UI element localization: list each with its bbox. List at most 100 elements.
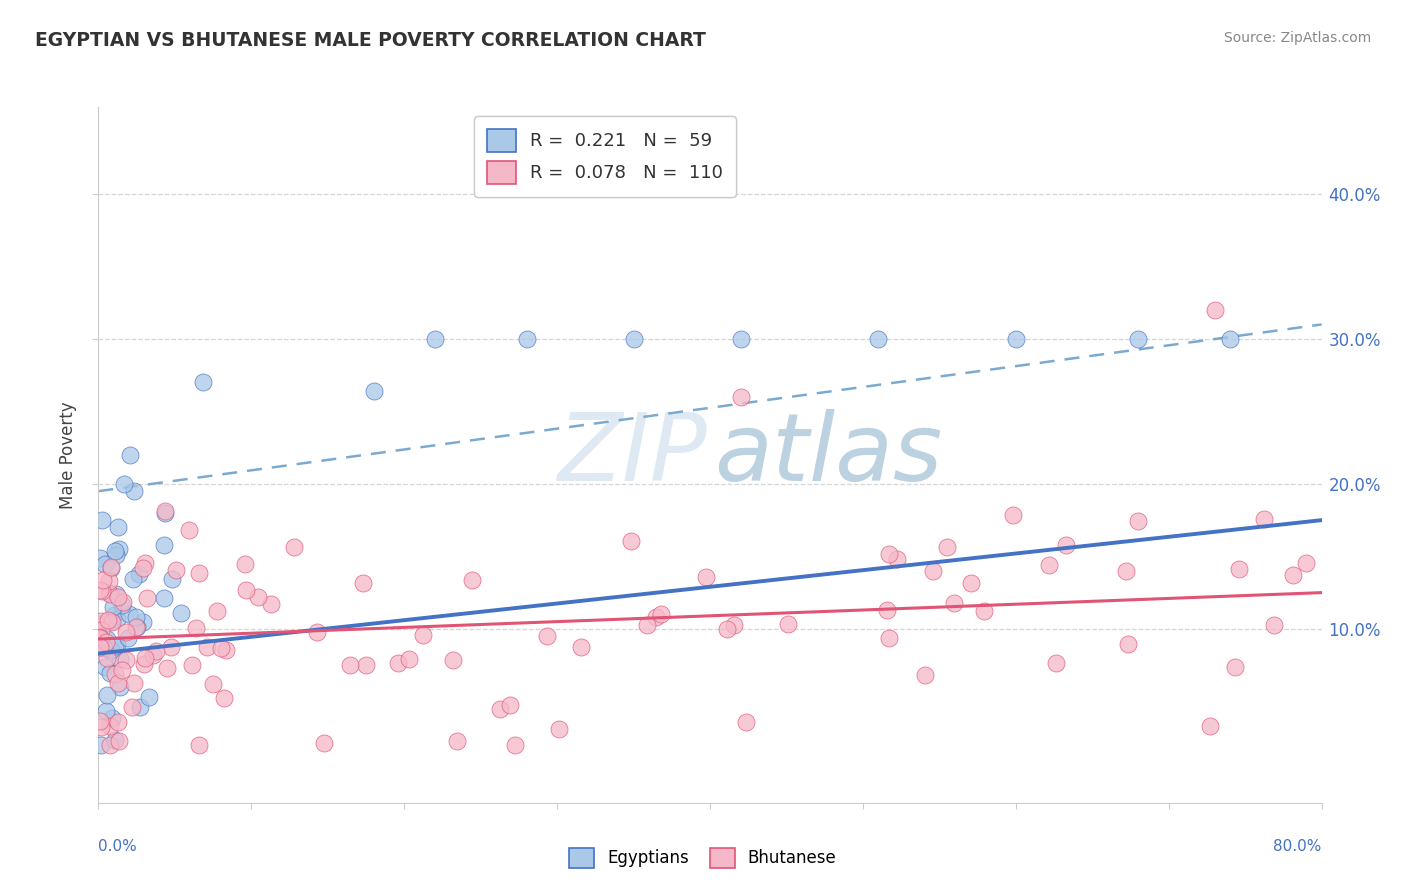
Point xyxy=(209,640,232,655)
Point xyxy=(104,549,127,563)
Point xyxy=(125,620,148,634)
Point xyxy=(423,332,446,346)
Point xyxy=(110,681,132,695)
Point xyxy=(886,552,908,566)
Point xyxy=(107,714,129,729)
Point xyxy=(89,551,111,566)
Text: ZIP: ZIP xyxy=(557,409,706,500)
Point xyxy=(730,332,752,346)
Point xyxy=(215,643,238,657)
Point xyxy=(107,590,129,604)
Point xyxy=(441,653,464,667)
Point xyxy=(125,620,148,634)
Y-axis label: Male Poverty: Male Poverty xyxy=(59,401,77,508)
Text: 80.0%: 80.0% xyxy=(1274,839,1322,854)
Point xyxy=(201,677,224,691)
Point xyxy=(90,623,112,637)
Point xyxy=(112,595,135,609)
Point xyxy=(91,513,114,527)
Point xyxy=(1253,512,1275,526)
Point xyxy=(569,640,592,654)
Point xyxy=(104,667,127,681)
Point xyxy=(778,617,800,632)
Point xyxy=(363,384,385,398)
Point xyxy=(695,570,717,584)
Point xyxy=(97,641,120,656)
Point xyxy=(499,698,522,712)
Point xyxy=(134,556,156,570)
Point xyxy=(1038,558,1060,572)
Point xyxy=(104,639,127,653)
Point xyxy=(153,506,176,520)
Point xyxy=(188,738,211,752)
Point xyxy=(111,598,134,612)
Point xyxy=(1128,332,1150,346)
Point xyxy=(98,719,121,733)
Point xyxy=(339,658,361,673)
Point xyxy=(132,657,155,672)
Point xyxy=(132,615,155,629)
Point xyxy=(122,484,145,499)
Point xyxy=(1002,508,1025,523)
Point xyxy=(89,640,111,654)
Point xyxy=(180,657,202,672)
Point xyxy=(446,734,468,748)
Point xyxy=(118,448,141,462)
Point xyxy=(129,700,152,714)
Point xyxy=(134,651,156,665)
Point xyxy=(101,615,124,629)
Point xyxy=(233,557,256,571)
Point xyxy=(620,534,643,549)
Point xyxy=(108,541,131,556)
Point xyxy=(93,557,115,571)
Text: 0.0%: 0.0% xyxy=(98,839,138,854)
Point xyxy=(89,631,111,645)
Point xyxy=(103,608,125,623)
Point xyxy=(735,715,758,730)
Point xyxy=(1115,565,1137,579)
Point xyxy=(89,616,111,631)
Point xyxy=(195,640,218,654)
Point xyxy=(188,566,211,581)
Point xyxy=(105,638,128,652)
Point xyxy=(1116,637,1139,651)
Point xyxy=(207,604,229,618)
Point xyxy=(247,590,270,604)
Point xyxy=(98,587,121,601)
Point xyxy=(100,643,122,657)
Point xyxy=(260,597,283,611)
Point xyxy=(723,618,745,632)
Point xyxy=(398,651,420,665)
Point xyxy=(107,733,129,747)
Point xyxy=(177,523,200,537)
Point xyxy=(1263,618,1285,632)
Point xyxy=(548,722,571,736)
Point xyxy=(89,630,111,644)
Point xyxy=(156,661,179,675)
Point xyxy=(90,738,112,752)
Point xyxy=(1295,556,1317,570)
Point xyxy=(104,544,127,558)
Point xyxy=(105,586,128,600)
Point xyxy=(100,665,122,680)
Point xyxy=(96,632,118,646)
Point xyxy=(118,607,141,622)
Point xyxy=(650,607,672,621)
Point xyxy=(914,667,936,681)
Point xyxy=(1004,332,1026,346)
Point xyxy=(461,573,484,587)
Point xyxy=(114,625,136,640)
Point xyxy=(107,612,129,626)
Point xyxy=(96,634,118,648)
Point xyxy=(153,591,176,605)
Point xyxy=(868,332,890,346)
Point xyxy=(138,690,160,704)
Point xyxy=(354,657,377,672)
Point xyxy=(122,572,145,586)
Point xyxy=(283,540,305,554)
Point xyxy=(160,640,183,654)
Point xyxy=(1045,657,1067,671)
Point xyxy=(91,573,114,587)
Point xyxy=(107,520,129,534)
Point xyxy=(314,736,336,750)
